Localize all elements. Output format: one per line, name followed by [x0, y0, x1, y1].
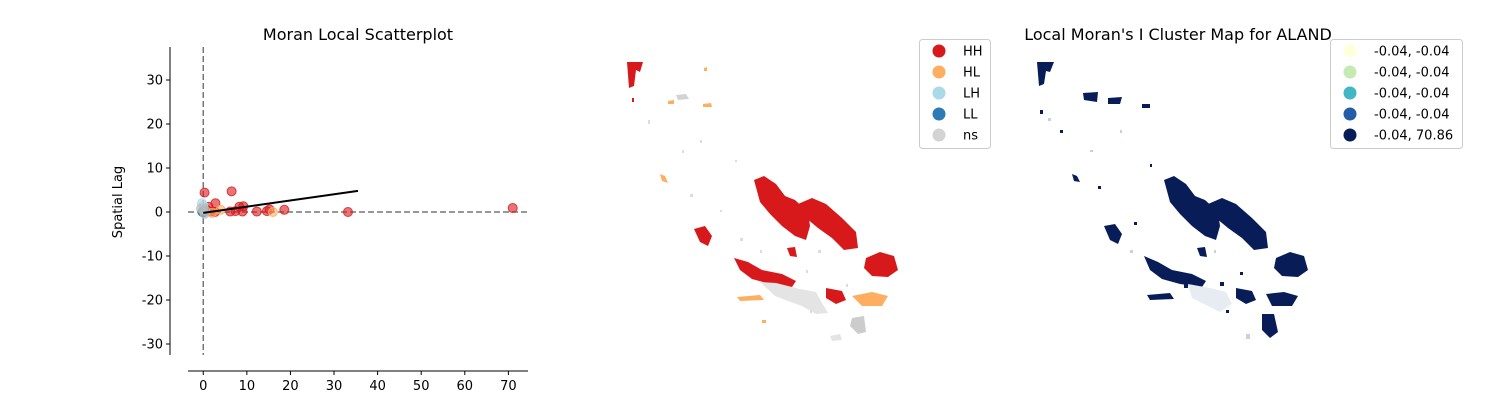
aland-map-panel: Local Moran's I Cluster Map for ALAND -0…	[1024, 25, 1463, 339]
legend-label: -0.04, -0.04	[1374, 87, 1450, 102]
x-tick-label: 10	[239, 379, 256, 394]
legend-marker	[932, 107, 946, 121]
legend-marker	[1343, 128, 1357, 142]
legend-marker	[932, 44, 946, 58]
legend-marker	[1343, 107, 1357, 121]
scatter-point-ns	[199, 208, 210, 219]
scatter-point-hh	[507, 203, 518, 214]
x-tick-label: 60	[457, 379, 474, 394]
aland-map-title: Local Moran's I Cluster Map for ALAND	[1024, 25, 1332, 44]
y-tick-label: -10	[142, 250, 163, 265]
scatter-points	[196, 186, 518, 219]
x-tick-label: 30	[326, 379, 343, 394]
legend-label: LH	[963, 87, 980, 102]
scatter-point-hh	[251, 206, 262, 217]
y-tick-label: 0	[155, 206, 163, 221]
scatter-fit-line	[203, 189, 359, 214]
aland-map	[1037, 62, 1308, 339]
y-tick-label: -30	[142, 338, 163, 353]
x-tick-label: 40	[369, 379, 386, 394]
legend-marker	[1343, 86, 1357, 100]
cluster-map	[627, 62, 898, 341]
cluster-legend: HH HL LH LL ns	[919, 39, 991, 149]
x-tick-label: 0	[199, 379, 207, 394]
legend-marker	[932, 128, 946, 142]
x-tick-label: 70	[500, 379, 517, 394]
scatter-reference-lines	[188, 47, 528, 355]
x-tick-label: 20	[282, 379, 299, 394]
y-tick-label: 20	[146, 118, 163, 133]
legend-label: LL	[963, 108, 978, 123]
legend-marker	[1343, 65, 1357, 79]
scatter-point-hl	[268, 207, 278, 217]
scatter-axes: -30 -20 -10 0 10 20 30 0 10 20 30 40 50 60 70	[142, 47, 528, 394]
legend-label: HH	[963, 45, 983, 60]
y-tick-label: 30	[146, 74, 163, 89]
regression-line	[203, 189, 359, 214]
legend-marker	[932, 86, 946, 100]
legend-label: -0.04, -0.04	[1374, 108, 1450, 123]
scatter-point-hh	[199, 187, 210, 198]
legend-marker	[932, 65, 946, 79]
x-tick-label: 50	[413, 379, 430, 394]
aland-legend: -0.04, -0.04 -0.04, -0.04 -0.04, -0.04 -0.0…	[1330, 39, 1463, 149]
y-tick-label: -20	[142, 294, 163, 309]
legend-marker	[1343, 44, 1357, 58]
scatter-panel: Moran Local Scatterplot Spatial Lag -30-…	[111, 25, 528, 394]
legend-label: HL	[963, 66, 981, 81]
legend-label: -0.04, -0.04	[1374, 45, 1450, 60]
scatter-point-hh	[342, 207, 353, 217]
scatter-ylabel: Spatial Lag	[111, 166, 126, 238]
aland-legend-items: -0.04, -0.04 -0.04, -0.04 -0.04, -0.04 -0.0…	[1343, 44, 1453, 144]
y-tick-label: 10	[146, 162, 163, 177]
legend-label: -0.04, 70.86	[1374, 129, 1453, 144]
legend-label: -0.04, -0.04	[1374, 66, 1450, 81]
scatter-title: Moran Local Scatterplot	[263, 25, 453, 44]
cluster-map-panel: HH HL LH LL ns	[627, 39, 991, 341]
scatter-point-hh	[226, 186, 237, 197]
scatter-point-hh	[279, 204, 290, 215]
cluster-legend-items: HH HL LH LL ns	[932, 44, 983, 144]
legend-label: ns	[963, 129, 978, 144]
